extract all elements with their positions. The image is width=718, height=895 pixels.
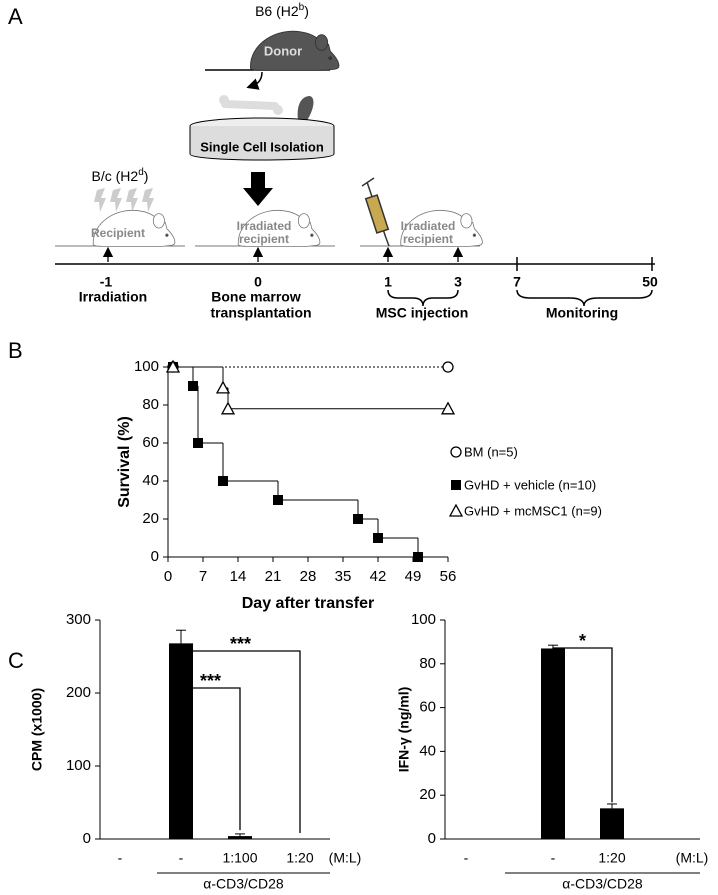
y-tick-label: 100 (411, 611, 436, 628)
point (413, 552, 423, 562)
bar (600, 808, 624, 839)
significance-bracket (180, 650, 301, 833)
recipient-label: recipient (239, 232, 289, 246)
x-tick-label: - (118, 850, 123, 866)
x-tick-label: 1:100 (222, 850, 257, 866)
bar (228, 836, 252, 839)
y-tick-label: 40 (419, 742, 436, 759)
x-tick-label: 14 (230, 568, 247, 585)
day-label: 3 (454, 274, 462, 290)
x-tick-label: - (464, 850, 469, 866)
event-label: Bone marrow (211, 289, 301, 305)
y-tick-label: 200 (66, 684, 91, 701)
day-label: 7 (513, 274, 521, 290)
group-label: α-CD3/CD28 (203, 876, 284, 892)
panel-label: A (8, 4, 23, 29)
legend-marker (450, 446, 462, 458)
y-tick-label: 80 (419, 655, 436, 672)
x-tick-label: 0 (164, 568, 172, 585)
x-axis-title: Day after transfer (242, 595, 375, 612)
day-label: 50 (642, 274, 658, 290)
y-tick-label: 20 (419, 786, 436, 803)
point (193, 438, 203, 448)
point (353, 514, 363, 524)
day-label: 1 (384, 274, 392, 290)
point (218, 476, 228, 486)
significance-bracket (552, 647, 613, 803)
panel-label: C (8, 648, 24, 673)
x-tick-label: 49 (405, 568, 422, 585)
y-tick-label: 60 (142, 434, 159, 451)
donor-label: Donor (264, 43, 302, 58)
recipient-label: Irradiated (237, 219, 292, 233)
y-axis-title: IFN-γ (ng/ml) (396, 687, 412, 773)
x-tick-label: 42 (370, 568, 387, 585)
y-tick-label: 60 (419, 699, 436, 716)
bracket-label: MSC injection (376, 305, 469, 321)
donor-strain: B6 (H2b) (255, 2, 309, 19)
bar (169, 643, 193, 839)
point (215, 380, 231, 394)
group-label: α-CD3/CD28 (562, 876, 643, 892)
x-tick-label: 1:20 (286, 850, 313, 866)
point (373, 533, 383, 543)
legend-label: BM (n=5) (464, 444, 518, 459)
y-axis-title: Survival (%) (116, 416, 133, 508)
y-tick-label: 0 (428, 830, 436, 847)
day-label: 0 (254, 274, 262, 290)
legend-label: GvHD + vehicle (n=10) (464, 477, 596, 492)
isolation-label: Single Cell Isolation (200, 139, 324, 154)
legend-label: GvHD + mcMSC1 (n=9) (464, 503, 602, 518)
diagram: B6 (H2b) Donor Single Cell Isolation B/c… (55, 2, 658, 321)
event-label: Irradiation (79, 289, 147, 305)
charts: 0 20 40 60 80 100 0 7 14 21 28 35 42 49 56 Survival (%)… (29, 358, 709, 892)
legend-marker (451, 480, 461, 490)
significance-label: *** (200, 671, 221, 691)
point (220, 401, 236, 415)
point (273, 495, 283, 505)
recipient-label: Irradiated (401, 219, 456, 233)
x-tick-label: 56 (440, 568, 457, 585)
panel-label: B (8, 338, 23, 363)
event-label: transplantation (210, 305, 311, 321)
recipient-label: recipient (403, 232, 453, 246)
point (188, 381, 198, 391)
x-tick-label: 1:20 (598, 850, 625, 866)
x-tick-label: 35 (335, 568, 352, 585)
point (440, 401, 456, 415)
day-label: -1 (100, 274, 113, 290)
recipient-label: Recipient (91, 226, 145, 240)
x-tick-label: - (179, 850, 184, 866)
legend-marker (448, 503, 464, 517)
y-tick-label: 100 (66, 757, 91, 774)
y-tick-label: 0 (151, 548, 159, 565)
significance-bracket (180, 687, 241, 831)
y-tick-label: 20 (142, 510, 159, 527)
x-tick-label: - (551, 850, 556, 866)
unit-label: (M:L) (329, 850, 362, 866)
x-tick-label: 21 (265, 568, 282, 585)
point (442, 361, 454, 373)
y-tick-label: 80 (142, 396, 159, 413)
x-tick-label: 7 (199, 568, 207, 585)
x-tick-label: 28 (300, 568, 317, 585)
point (165, 359, 181, 373)
bracket-label: Monitoring (546, 305, 618, 321)
y-axis-title: CPM (x1000) (29, 688, 45, 771)
y-tick-label: 100 (134, 358, 159, 375)
y-tick-label: 300 (66, 611, 91, 628)
y-tick-label: 0 (83, 830, 91, 847)
significance-label: *** (230, 634, 251, 654)
unit-label: (M:L) (676, 850, 709, 866)
recipient-strain: B/c (H2d) (92, 167, 149, 184)
y-tick-label: 40 (142, 472, 159, 489)
significance-label: * (579, 631, 586, 651)
bar (541, 648, 565, 839)
